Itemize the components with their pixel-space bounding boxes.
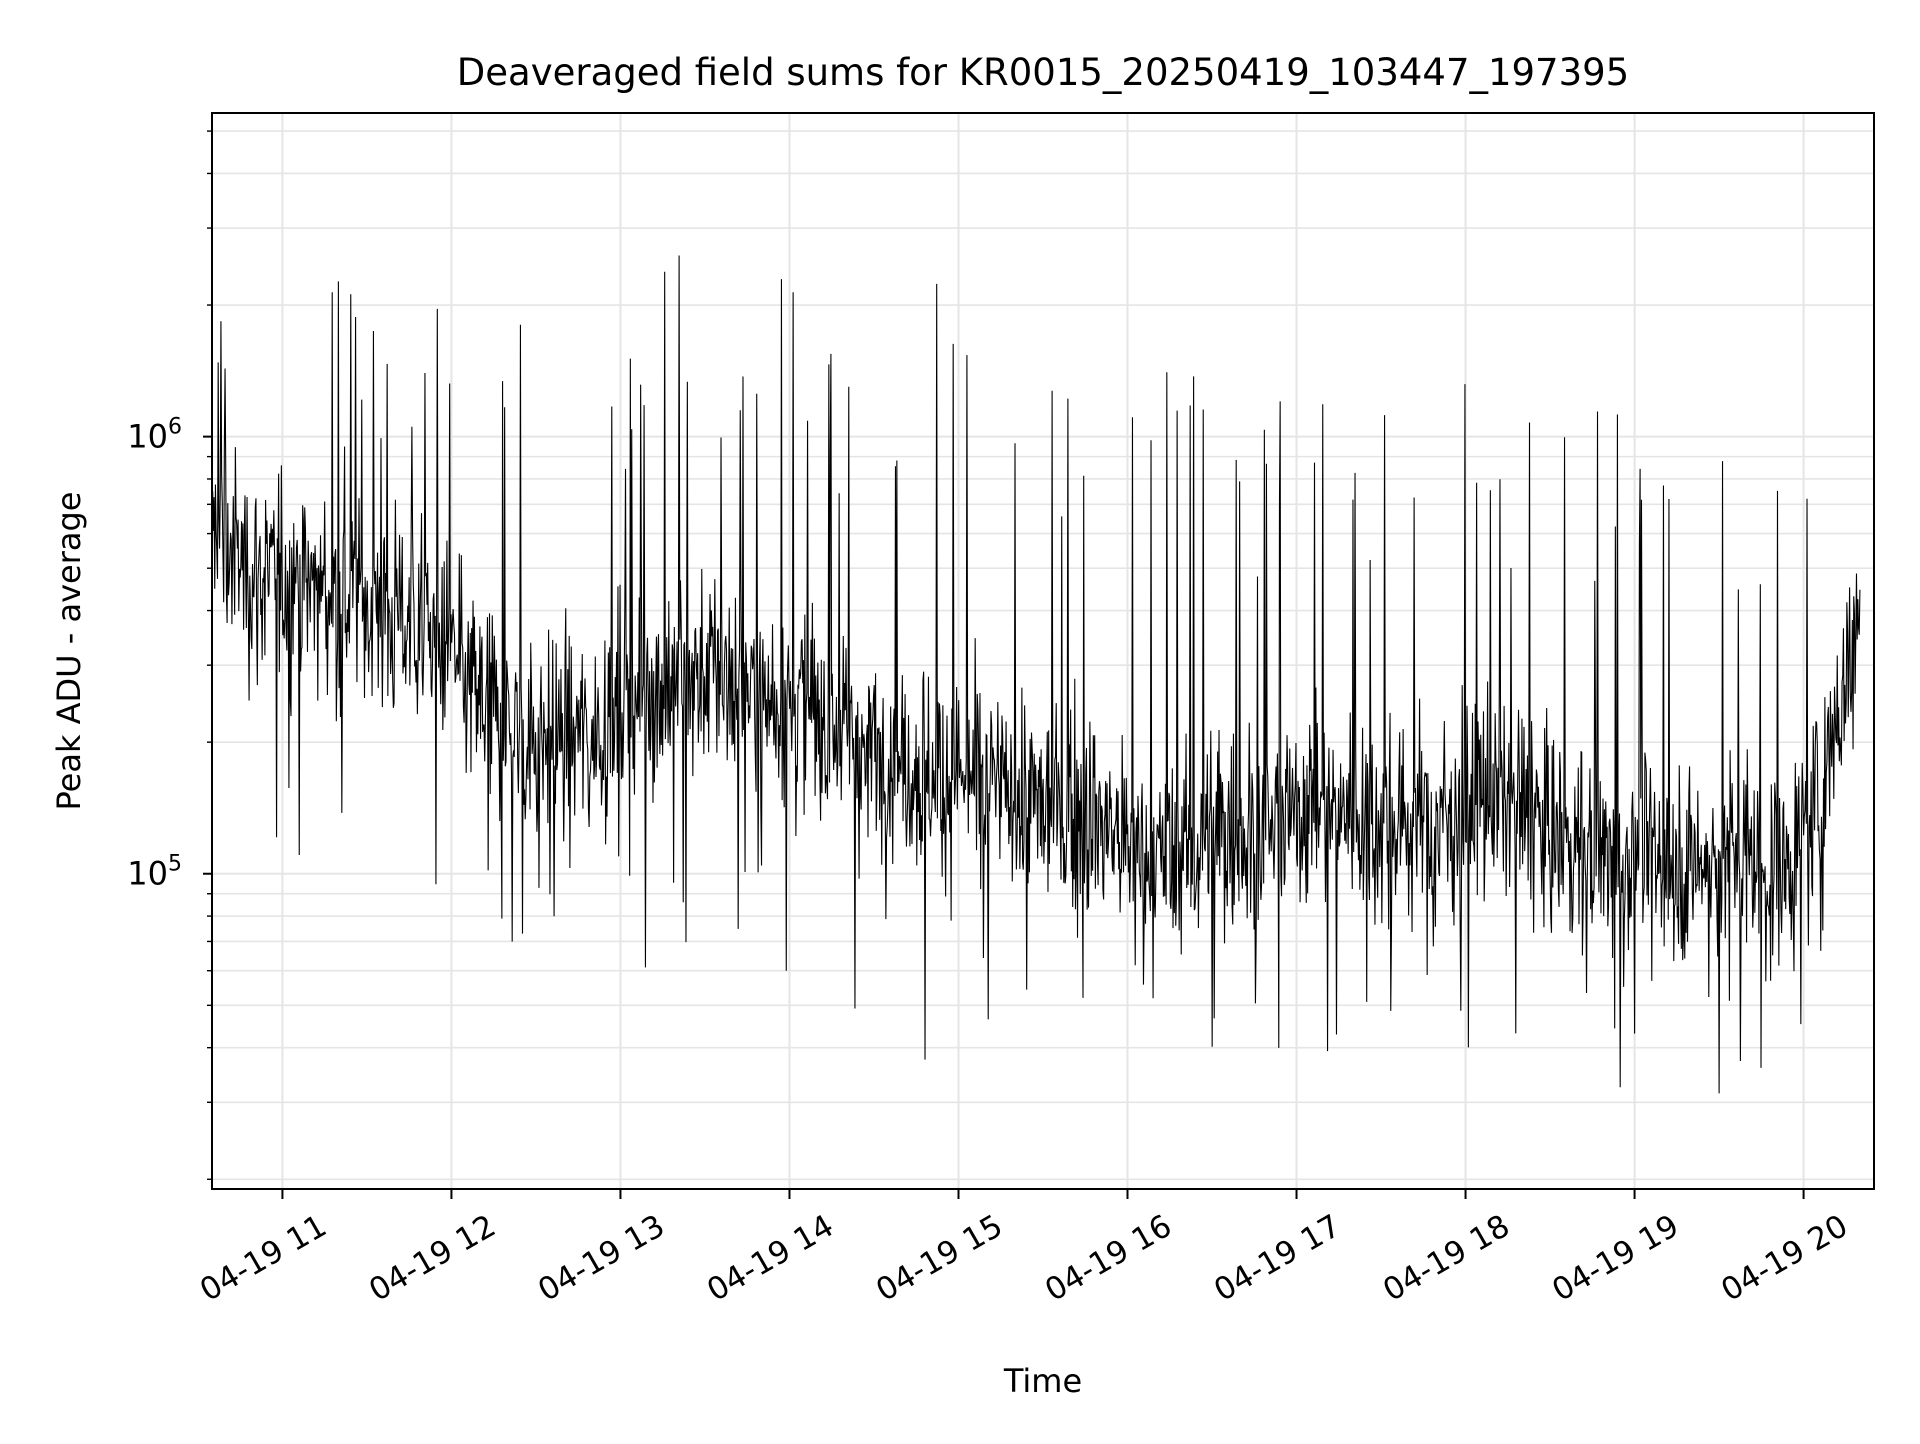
chart-title: Deaveraged field sums for KR0015_2025041… [457, 51, 1629, 94]
x-axis-label: Time [1003, 1362, 1082, 1400]
series-line [211, 255, 1861, 1094]
y-tick-label: 106 [127, 415, 182, 456]
y-tick-label: 105 [127, 852, 182, 893]
plot-area-frame [211, 112, 1875, 1190]
y-axis-label: Peak ADU - average [50, 492, 88, 811]
data-layer [211, 255, 1861, 1094]
